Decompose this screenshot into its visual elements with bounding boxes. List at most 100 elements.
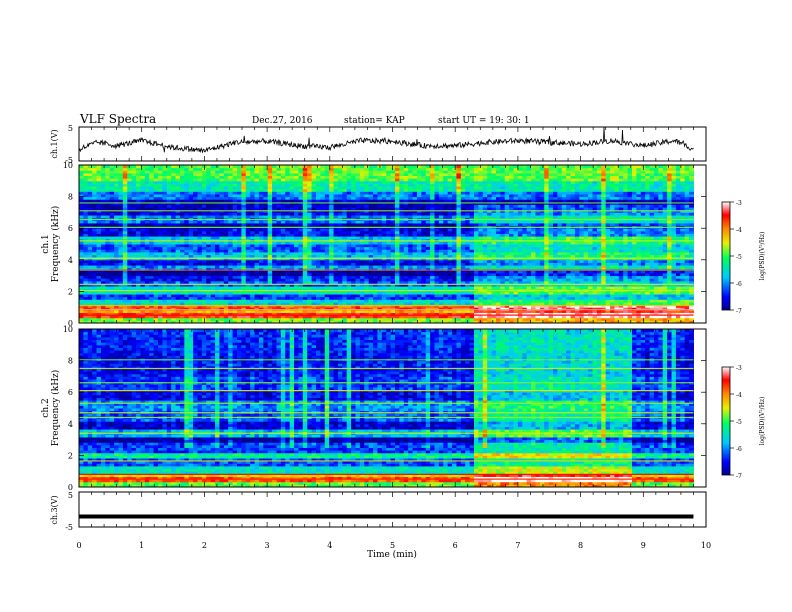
- spectrogram-cell: [210, 317, 216, 321]
- spectrogram-cell: [351, 199, 357, 203]
- spectrogram-cell: [267, 207, 273, 211]
- spectrogram-cell: [122, 246, 128, 250]
- spectrogram-cell: [333, 207, 339, 211]
- spectrogram-cell: [320, 317, 326, 321]
- spectrogram-cell: [263, 262, 269, 266]
- spectrogram-cell: [272, 212, 278, 216]
- spectrogram-cell: [276, 165, 282, 169]
- spectrogram-cell: [114, 193, 120, 198]
- spectrogram-cell: [105, 183, 111, 187]
- spectrogram-cell: [250, 167, 256, 171]
- spectrogram-cell: [122, 236, 128, 240]
- spectrogram-cell: [263, 278, 269, 282]
- spectrogram-cell: [127, 246, 133, 250]
- spectrogram-cell: [144, 291, 150, 295]
- spectrogram-cell: [285, 272, 291, 277]
- spectrogram-cell: [149, 270, 155, 274]
- spectrogram-cell: [171, 270, 177, 274]
- spectrogram-cell: [96, 175, 102, 179]
- spectrogram-cell: [206, 262, 212, 266]
- spectrogram-cell: [166, 188, 172, 192]
- spectrogram-cell: [250, 262, 256, 266]
- spectrogram-cell: [342, 196, 348, 200]
- spectrogram-cell: [79, 278, 84, 282]
- spectrogram-cell: [311, 204, 317, 208]
- spectrogram-cell: [280, 170, 286, 174]
- spectrogram-cell: [140, 267, 146, 271]
- spectrogram-cell: [228, 196, 234, 200]
- spectrogram-cell: [289, 228, 295, 232]
- spectrogram-cell: [254, 230, 260, 234]
- spectrogram-cell: [158, 220, 163, 224]
- spectrogram-cell: [175, 259, 181, 263]
- spectrogram-cell: [232, 315, 238, 319]
- spectrogram-cell: [250, 233, 256, 237]
- spectrogram-cell: [342, 291, 348, 295]
- spectrogram-cell: [280, 212, 286, 216]
- spectrogram-cell: [219, 204, 225, 208]
- spectrogram-cell: [149, 294, 155, 298]
- spectrogram-cell: [96, 178, 102, 182]
- spectrogram-cell: [206, 275, 212, 279]
- spectrogram-cell: [329, 233, 335, 237]
- spectrogram-cell: [96, 186, 102, 190]
- spectrogram-cell: [149, 309, 155, 313]
- spectrogram-cell: [311, 170, 317, 174]
- spectrogram-cell: [188, 317, 194, 321]
- spectrogram-cell: [175, 233, 181, 237]
- spectrogram-cell: [289, 188, 295, 192]
- spectrogram-cell: [144, 175, 150, 179]
- spectrogram-cell: [149, 175, 155, 179]
- spectrogram-cell: [140, 249, 146, 253]
- spectrogram-cell: [280, 270, 286, 274]
- spectrogram-cell: [346, 294, 352, 298]
- spectrogram-cell: [245, 251, 251, 256]
- spectrogram-cell: [201, 301, 207, 306]
- spectrogram-cell: [342, 315, 348, 319]
- spectrogram-cell: [122, 175, 128, 179]
- spectrogram-cell: [149, 275, 155, 279]
- spectrogram-cell: [105, 228, 111, 232]
- spectrogram-cell: [96, 283, 102, 287]
- spectrogram-cell: [136, 254, 141, 258]
- spectrogram-cell: [320, 272, 326, 277]
- spectrogram-cell: [337, 220, 343, 224]
- spectrogram-cell: [329, 301, 335, 306]
- spectrogram-cell: [210, 212, 216, 216]
- spectrogram-cell: [153, 320, 159, 324]
- spectrogram-cell: [153, 180, 159, 184]
- spectrogram-cell: [337, 241, 343, 245]
- spectrogram-cell: [302, 199, 308, 203]
- spectrogram-cell: [329, 165, 335, 169]
- spectrogram-cell: [307, 246, 313, 250]
- spectrogram-cell: [197, 320, 203, 324]
- spectrogram-cell: [263, 280, 269, 284]
- spectrogram-cell: [105, 241, 111, 245]
- spectrogram-cell: [166, 294, 172, 298]
- spectrogram-cell: [294, 191, 299, 195]
- spectrogram-cell: [162, 199, 168, 203]
- spectrogram-cell: [245, 241, 251, 245]
- spectrogram-cell: [122, 320, 128, 324]
- spectrogram-cell: [206, 204, 212, 208]
- spectrogram-cell: [153, 186, 159, 190]
- spectrogram-cell: [245, 186, 251, 190]
- spectrogram-cell: [127, 294, 133, 298]
- spectrogram-cell: [320, 178, 326, 182]
- spectrogram-cell: [258, 196, 264, 200]
- spectrogram-cell: [114, 312, 120, 316]
- spectrogram-cell: [263, 317, 269, 321]
- spectrogram-cell: [179, 180, 185, 184]
- spectrogram-cell: [342, 275, 348, 279]
- spectrogram-cell: [109, 291, 115, 295]
- spectrogram-cell: [223, 249, 229, 253]
- spectrogram-cell: [351, 275, 357, 279]
- spectrogram-cell: [316, 191, 321, 195]
- spectrogram-cell: [298, 193, 304, 198]
- spectrogram-cell: [197, 165, 203, 169]
- spectrogram-cell: [188, 230, 194, 234]
- spectrogram-cell: [162, 241, 168, 245]
- spectrogram-cell: [149, 207, 155, 211]
- spectrogram-cell: [188, 283, 194, 287]
- spectrogram-cell: [79, 228, 84, 232]
